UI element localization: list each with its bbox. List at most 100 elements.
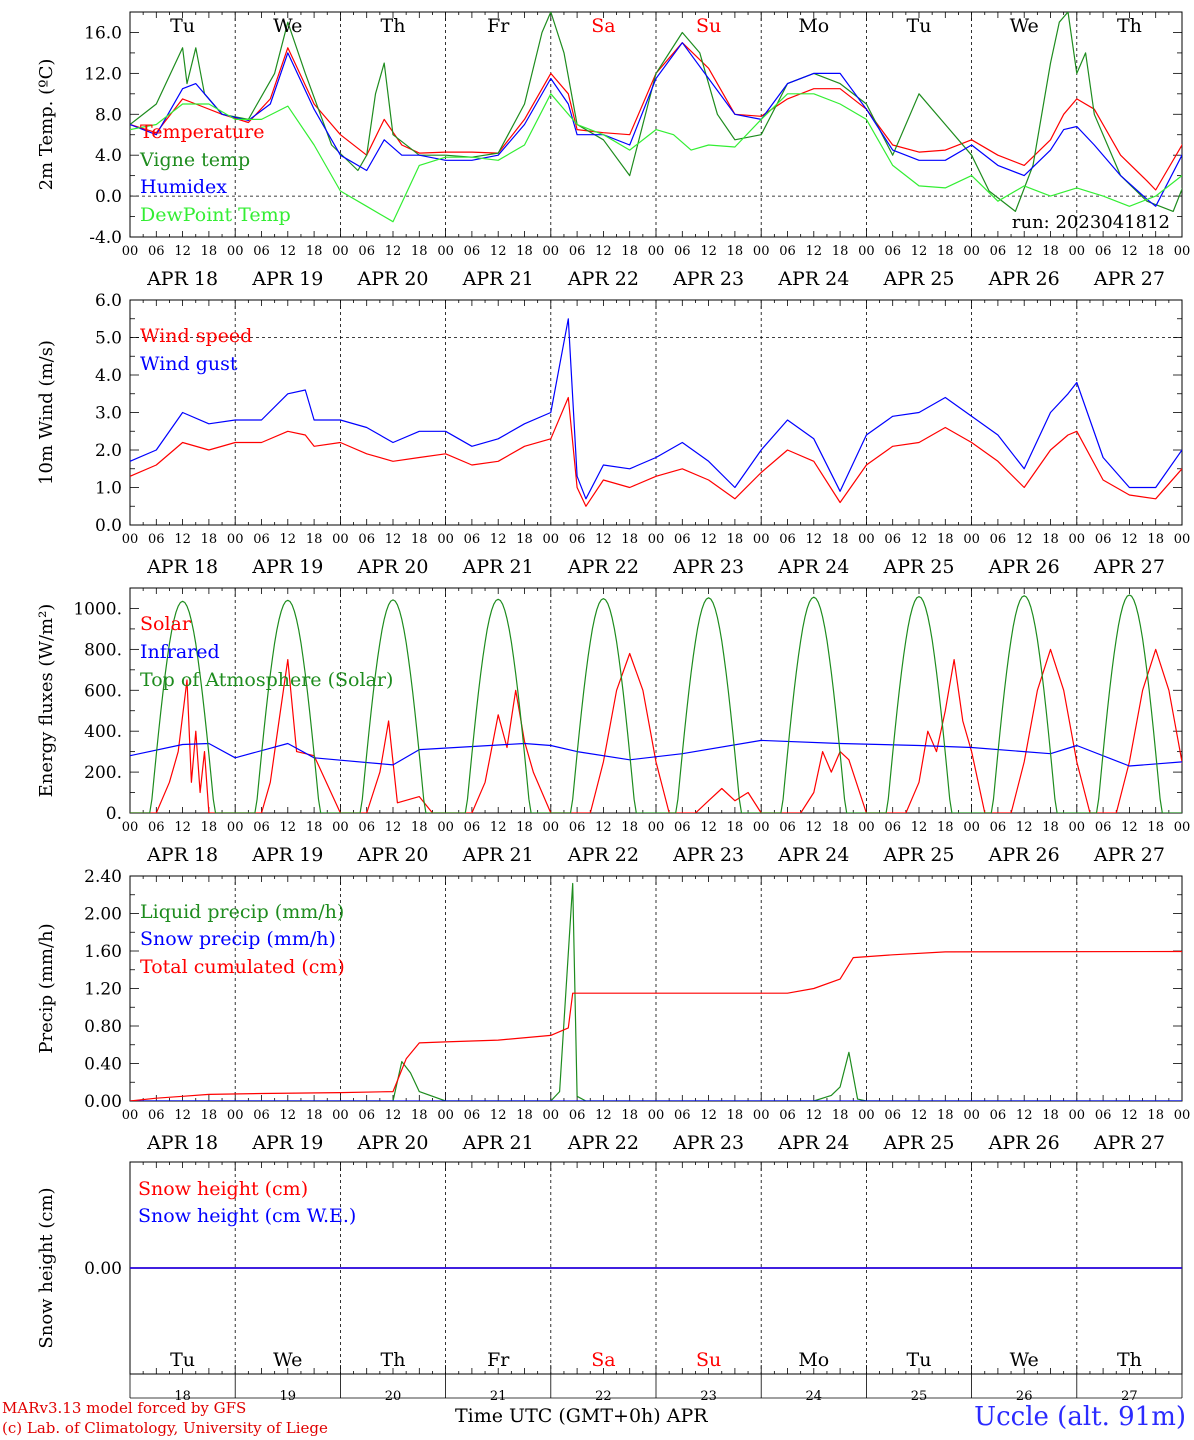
hour-label: 00 <box>227 1108 244 1123</box>
hour-label: 12 <box>700 820 717 835</box>
hour-label: 12 <box>1016 532 1033 547</box>
hour-label: 00 <box>332 244 349 259</box>
legend-entry: Snow height (cm W.E.) <box>138 1205 356 1227</box>
date-label: APR 24 <box>777 844 849 866</box>
hour-label: 12 <box>280 244 297 259</box>
hour-label: 06 <box>674 820 691 835</box>
hour-label: 18 <box>306 532 323 547</box>
day-number-label: 18 <box>174 1389 191 1404</box>
y-tick-label: 2.00 <box>84 905 122 925</box>
day-number-label: 22 <box>595 1389 612 1404</box>
series-total-cumulated-cm <box>130 950 1182 1101</box>
hour-label: 00 <box>1069 1108 1086 1123</box>
date-label: APR 26 <box>988 844 1060 866</box>
hour-label: 00 <box>753 532 770 547</box>
y-tick-label: 0. <box>106 804 122 824</box>
date-label: APR 24 <box>777 1132 849 1154</box>
hour-label: 06 <box>253 532 270 547</box>
hour-label: 18 <box>832 244 849 259</box>
hour-label: 18 <box>832 1108 849 1123</box>
y-tick-label: 800. <box>84 640 122 660</box>
hour-label: 06 <box>779 820 796 835</box>
hour-label: 12 <box>1016 820 1033 835</box>
y-tick-label: 0.0 <box>95 187 122 207</box>
hour-label: 00 <box>122 820 139 835</box>
hour-label: 12 <box>280 820 297 835</box>
legend-entry: Snow precip (mm/h) <box>140 928 336 950</box>
hour-label: 00 <box>963 820 980 835</box>
panel-snow: 0.00 Snow height (cm) Snow height (cm) Snow… <box>36 1161 1183 1404</box>
hour-label: 18 <box>727 1108 744 1123</box>
day-number-label: 20 <box>385 1389 402 1404</box>
hour-label: 00 <box>648 532 665 547</box>
hour-label: 18 <box>201 1108 218 1123</box>
plot-frame <box>129 299 1183 526</box>
y-tick-label: 0.00 <box>84 1259 122 1279</box>
hour-label: 06 <box>464 820 481 835</box>
hour-label: 00 <box>753 820 770 835</box>
hour-label: 06 <box>464 244 481 259</box>
hour-label: 12 <box>806 1108 823 1123</box>
weekday-label: Fr <box>487 15 510 37</box>
legend-entry: Humidex <box>140 176 227 198</box>
hour-label: 00 <box>543 244 560 259</box>
hour-label: 06 <box>253 820 270 835</box>
hour-label: 12 <box>595 1108 612 1123</box>
hour-label: 18 <box>411 820 428 835</box>
hour-label: 00 <box>1174 532 1191 547</box>
hour-label: 06 <box>990 532 1007 547</box>
y-tick-label: 0.00 <box>84 1092 122 1112</box>
hour-label: 18 <box>516 1108 533 1123</box>
hour-label: 00 <box>1174 1108 1191 1123</box>
weekday-label: Th <box>381 1349 406 1371</box>
hour-label: 18 <box>937 820 954 835</box>
series-liquid-precip-mm-h <box>130 882 1182 1101</box>
hour-label: 12 <box>385 532 402 547</box>
hour-label: 06 <box>1095 820 1112 835</box>
model-credit: MARv3.13 model forced by GFS <box>2 1399 247 1417</box>
series-group <box>130 594 1182 813</box>
legend-entry: Top of Atmosphere (Solar) <box>140 669 393 691</box>
y-tick-label: 2.40 <box>84 867 122 887</box>
hour-label: 06 <box>464 532 481 547</box>
weekday-label: Th <box>1117 1349 1142 1371</box>
series-group <box>130 318 1182 507</box>
hour-label: 18 <box>621 244 638 259</box>
y-tick-label: 1000. <box>73 599 122 619</box>
hour-label: 00 <box>858 532 875 547</box>
date-label: APR 21 <box>462 268 534 290</box>
weekday-label: Tu <box>170 1349 195 1371</box>
date-label: APR 21 <box>462 556 534 578</box>
hour-label: 00 <box>122 244 139 259</box>
hour-label: 06 <box>779 244 796 259</box>
date-label: APR 25 <box>882 1132 954 1154</box>
hour-label: 12 <box>806 532 823 547</box>
y-tick-label: 12.0 <box>84 64 122 84</box>
hour-label: 12 <box>490 532 507 547</box>
y-axis-label: Precip (mm/h) <box>36 923 57 1053</box>
hour-label: 12 <box>911 820 928 835</box>
hour-label: 00 <box>648 820 665 835</box>
date-label: APR 23 <box>672 268 744 290</box>
y-axis-label: Snow height (cm) <box>36 1187 57 1348</box>
hour-label: 06 <box>358 532 375 547</box>
hour-label: 00 <box>543 1108 560 1123</box>
hour-label: 12 <box>595 244 612 259</box>
hour-label: 00 <box>858 1108 875 1123</box>
date-label: APR 23 <box>672 844 744 866</box>
hour-label: 06 <box>674 532 691 547</box>
hour-label: 12 <box>911 532 928 547</box>
hour-label: 18 <box>832 820 849 835</box>
hour-label: 12 <box>1016 244 1033 259</box>
weekday-label: Su <box>696 1349 721 1371</box>
day-number-label: 23 <box>700 1389 717 1404</box>
legend-entry: Temperature <box>140 121 264 143</box>
hour-label: 06 <box>1095 244 1112 259</box>
hour-label: 06 <box>1095 1108 1112 1123</box>
hour-label: 18 <box>1147 820 1164 835</box>
date-label: APR 19 <box>251 844 323 866</box>
hour-label: 00 <box>437 820 454 835</box>
hour-label: 18 <box>1147 532 1164 547</box>
hour-label: 12 <box>280 532 297 547</box>
